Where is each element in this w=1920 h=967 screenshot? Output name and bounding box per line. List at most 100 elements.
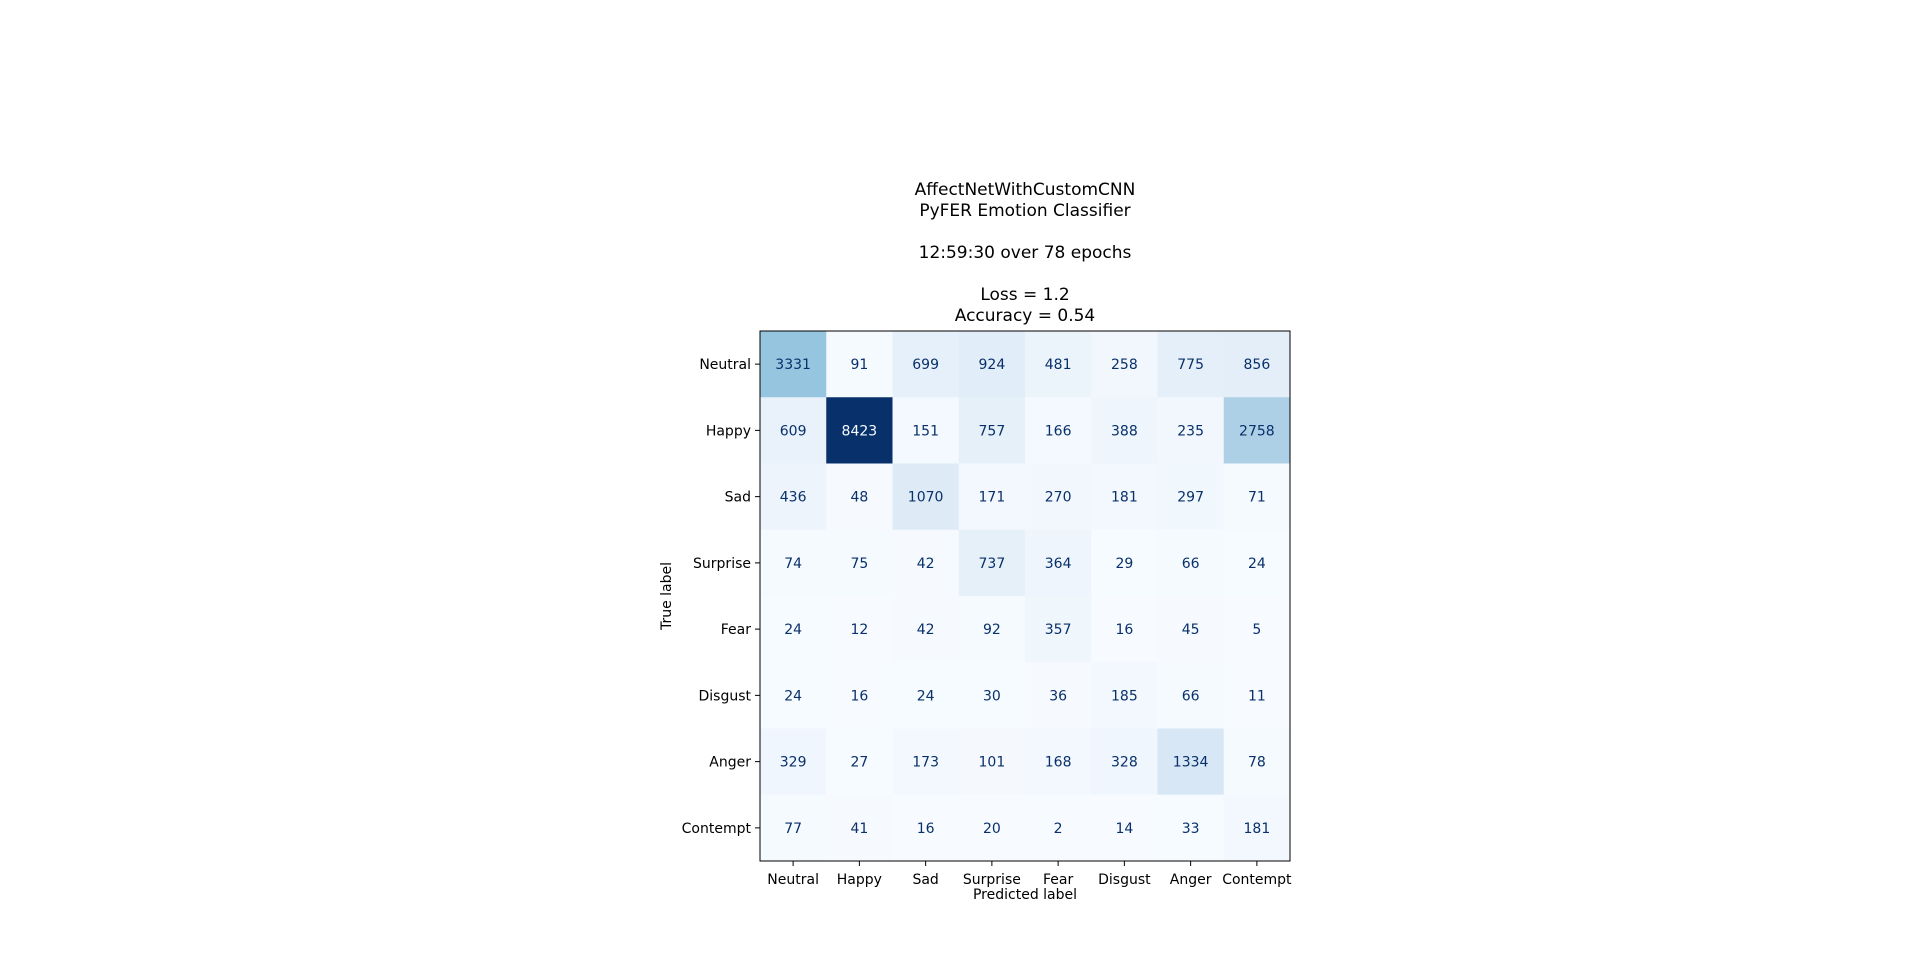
x-tick-label-2: Sad: [912, 872, 938, 888]
cell-value-4-7: 5: [1252, 622, 1261, 638]
cell-value-6-2: 173: [912, 755, 939, 771]
title-line-3: 12:59:30 over 78 epochs: [919, 243, 1132, 263]
cell-value-3-0: 74: [784, 556, 802, 572]
heatmap-cell-4-2: [892, 596, 960, 663]
cell-value-2-2: 1070: [908, 490, 944, 506]
cell-value-4-4: 357: [1045, 622, 1072, 638]
heatmap-cell-2-0: [760, 463, 827, 531]
heatmap-cell-3-5: [1091, 529, 1158, 597]
title-line-0: AffectNetWithCustomCNN: [915, 180, 1136, 200]
heatmap-cell-7-0: [760, 794, 827, 862]
cell-value-1-3: 757: [979, 423, 1006, 439]
heatmap-cell-1-7: [1223, 397, 1291, 464]
x-tick-label-3: Surprise: [963, 872, 1021, 888]
cell-value-6-5: 328: [1111, 755, 1138, 771]
heatmap-cell-2-4: [1025, 463, 1092, 531]
heatmap-cell-0-2: [892, 331, 960, 398]
cell-value-2-4: 270: [1045, 490, 1072, 506]
heatmap-cell-6-3: [958, 728, 1026, 796]
cell-value-3-6: 66: [1182, 556, 1200, 572]
heatmap-cell-1-2: [892, 397, 960, 464]
heatmap-cell-6-4: [1025, 728, 1092, 796]
cell-value-2-3: 171: [979, 490, 1006, 506]
cell-value-1-2: 151: [912, 423, 939, 439]
cell-value-3-5: 29: [1115, 556, 1133, 572]
cell-value-6-7: 78: [1248, 755, 1266, 771]
heatmap-cell-3-6: [1157, 529, 1225, 597]
x-axis-ticks: Neutral Happy Sad Surprise Fear Disgust Anger C…: [767, 861, 1292, 888]
cell-value-6-3: 101: [979, 755, 1006, 771]
heatmap-cell-5-2: [892, 662, 960, 729]
cell-value-6-4: 168: [1045, 755, 1072, 771]
cell-value-4-1: 12: [850, 622, 868, 638]
cell-value-1-6: 235: [1177, 423, 1204, 439]
cell-value-3-4: 364: [1045, 556, 1072, 572]
heatmap-cell-2-1: [826, 463, 893, 531]
plot-frame: [759, 330, 1291, 862]
x-tick-label-7: Contempt: [1222, 872, 1292, 888]
cell-value-6-0: 329: [780, 755, 807, 771]
cell-value-2-1: 48: [850, 490, 868, 506]
x-tick-label-4: Fear: [1043, 872, 1073, 888]
cell-value-5-3: 30: [983, 688, 1001, 704]
heatmap-cell-0-1: [826, 331, 893, 398]
cell-value-7-5: 14: [1115, 821, 1133, 837]
heatmap-cell-7-4: [1025, 794, 1092, 862]
title-line-5: Loss = 1.2: [980, 285, 1069, 305]
heatmap-cell-3-0: [760, 529, 827, 597]
cell-value-0-2: 699: [912, 357, 939, 373]
heatmap-cell-7-5: [1091, 794, 1158, 862]
heatmap-cell-1-0: [760, 397, 827, 464]
heatmap-cell-1-3: [958, 397, 1026, 464]
heatmap-cell-6-6: [1157, 728, 1225, 796]
cell-value-0-4: 481: [1045, 357, 1072, 373]
y-tick-label-6: Anger: [709, 755, 751, 771]
heatmap-cell-2-5: [1091, 463, 1158, 531]
heatmap-cell-7-1: [826, 794, 893, 862]
y-tick-label-3: Surprise: [693, 556, 751, 572]
cell-value-7-0: 77: [784, 821, 802, 837]
cell-value-5-7: 11: [1248, 688, 1266, 704]
heatmap-cell-0-4: [1025, 331, 1092, 398]
cell-value-1-1: 8423: [842, 423, 878, 439]
cell-value-5-6: 66: [1182, 688, 1200, 704]
heatmap-cell-6-2: [892, 728, 960, 796]
title-line-6: Accuracy = 0.54: [955, 306, 1096, 326]
cell-value-6-1: 27: [850, 755, 868, 771]
cell-value-3-2: 42: [917, 556, 935, 572]
cell-value-0-6: 775: [1177, 357, 1204, 373]
heatmap-cell-6-0: [760, 728, 827, 796]
x-axis-label: Predicted label: [973, 887, 1077, 903]
cell-value-4-5: 16: [1115, 622, 1133, 638]
heatmap-cell-3-4: [1025, 529, 1092, 597]
cell-value-4-6: 45: [1182, 622, 1200, 638]
heatmap-cell-4-5: [1091, 596, 1158, 663]
heatmap-cell-2-3: [958, 463, 1026, 531]
heatmap-cell-4-7: [1223, 596, 1291, 663]
heatmap-cell-6-1: [826, 728, 893, 796]
cell-value-2-0: 436: [780, 490, 807, 506]
cell-value-2-5: 181: [1111, 490, 1138, 506]
cell-value-5-1: 16: [850, 688, 868, 704]
heatmap-cell-2-7: [1223, 463, 1291, 531]
cell-value-3-1: 75: [850, 556, 868, 572]
cell-value-7-7: 181: [1244, 821, 1271, 837]
heatmap-cell-2-2: [892, 463, 960, 531]
heatmap-cell-4-1: [826, 596, 893, 663]
cell-value-1-5: 388: [1111, 423, 1138, 439]
cell-value-3-7: 24: [1248, 556, 1266, 572]
heatmap-cell-0-7: [1223, 331, 1291, 398]
cell-value-0-5: 258: [1111, 357, 1138, 373]
heatmap-cell-0-5: [1091, 331, 1158, 398]
heatmap-cell-0-6: [1157, 331, 1225, 398]
y-tick-label-1: Happy: [706, 423, 751, 439]
heatmap-cell-7-3: [958, 794, 1026, 862]
heatmap-cell-3-2: [892, 529, 960, 597]
cell-value-2-6: 297: [1177, 490, 1204, 506]
heatmap-cell-1-5: [1091, 397, 1158, 464]
heatmap-cell-7-6: [1157, 794, 1225, 862]
heatmap-cell-0-3: [958, 331, 1026, 398]
heatmap-cell-5-3: [958, 662, 1026, 729]
